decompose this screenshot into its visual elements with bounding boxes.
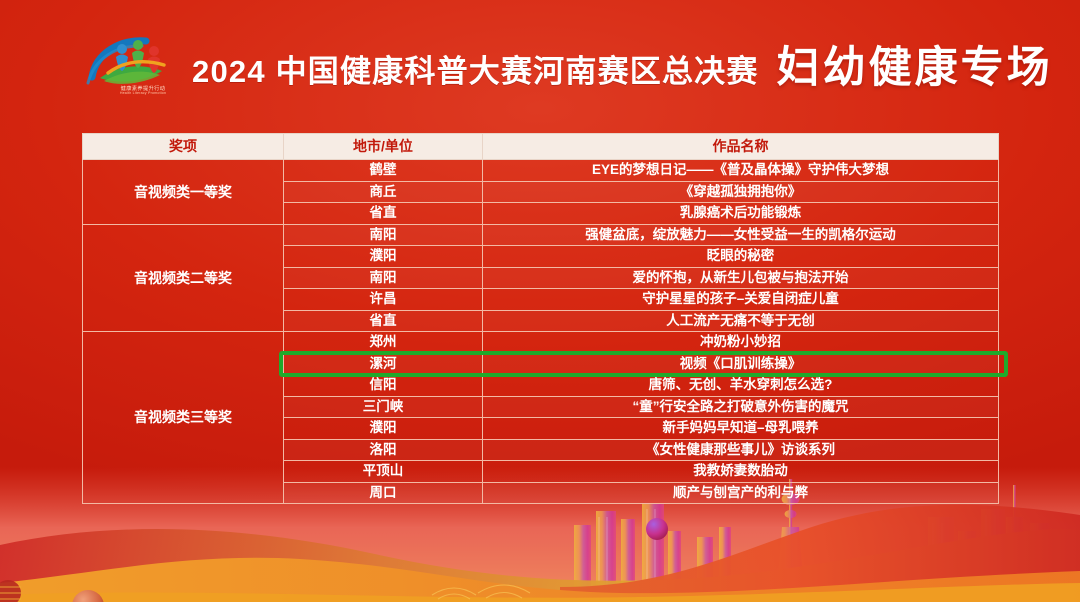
table-row[interactable]: 洛阳 《女性健康那些事儿》访谈系列	[83, 438, 999, 461]
column-header-city: 地市/单位	[283, 133, 483, 160]
city-cell: 商丘	[283, 180, 483, 203]
city-cell: 洛阳	[283, 438, 483, 461]
event-title: 2024 中国健康科普大赛河南赛区总决赛	[192, 54, 759, 89]
health-literacy-promotion-logo: 健康素养提升行动 Health Literacy Promotion	[86, 31, 178, 97]
city-cell: 濮阳	[283, 417, 483, 440]
city-cell: 鹤壁	[283, 159, 483, 182]
work-title-cell: 爱的怀抱，从新生儿包被与抱法开始	[482, 266, 999, 289]
table-row[interactable]: 三门峡 “童”行安全路之打破意外伤害的魔咒	[83, 395, 999, 418]
page-header: 健康素养提升行动 Health Literacy Promotion 2024 …	[0, 0, 1080, 128]
work-title-cell: 乳腺癌术后功能锻炼	[482, 202, 999, 225]
work-title-cell: 唐筛、无创、羊水穿刺怎么选?	[482, 374, 999, 397]
award-category-cell: 音视频类三等奖	[82, 331, 284, 504]
work-title-cell: 《女性健康那些事儿》访谈系列	[482, 438, 999, 461]
city-cell: 郑州	[283, 331, 483, 354]
work-title-cell: 守护星星的孩子–关爱自闭症儿童	[482, 288, 999, 311]
city-cell: 平顶山	[283, 460, 483, 483]
award-table-container: 奖项 地市/单位 作品名称 音视频类一等奖 鹤壁 EYE的梦想日记——《普及晶体操》…	[82, 133, 999, 504]
work-title-cell: 视频《口肌训练操》	[482, 352, 999, 375]
table-row[interactable]: 周口 顺产与刨宫产的利与弊	[83, 481, 999, 504]
city-cell: 许昌	[283, 288, 483, 311]
table-row[interactable]: 濮阳 眨眼的秘密	[83, 245, 999, 268]
column-header-work: 作品名称	[482, 133, 999, 160]
work-title-cell: 《穿越孤独拥抱你》	[482, 180, 999, 203]
award-category-cell: 音视频类二等奖	[82, 223, 284, 332]
table-header-row: 奖项 地市/单位 作品名称	[82, 133, 999, 160]
logo-caption-cn: 健康素养提升行动	[120, 85, 166, 92]
session-title: 妇幼健康专场	[776, 44, 1053, 92]
city-cell: 省直	[283, 309, 483, 332]
work-title-cell: 强健盆底，绽放魅力——女性受益一生的凯格尔运动	[482, 223, 999, 246]
table-row[interactable]: 音视频类二等奖 南阳 强健盆底，绽放魅力——女性受益一生的凯格尔运动	[82, 223, 999, 332]
table-row[interactable]: 商丘 《穿越孤独拥抱你》	[83, 180, 999, 203]
award-category-cell: 音视频类一等奖	[82, 159, 284, 225]
table-row[interactable]: 许昌 守护星星的孩子–关爱自闭症儿童	[83, 288, 999, 311]
city-cell: 南阳	[283, 266, 483, 289]
city-cell: 南阳	[283, 223, 483, 246]
table-body: 音视频类一等奖 鹤壁 EYE的梦想日记——《普及晶体操》守护伟大梦想 商丘 《穿越孤独拥…	[82, 159, 999, 504]
city-cell: 省直	[283, 202, 483, 225]
table-row[interactable]: 南阳 爱的怀抱，从新生儿包被与抱法开始	[83, 266, 999, 289]
city-cell: 三门峡	[283, 395, 483, 418]
title-line: 2024 中国健康科普大赛河南赛区总决赛 妇幼健康专场	[192, 33, 1053, 95]
logo-caption: 健康素养提升行动 Health Literacy Promotion	[108, 85, 178, 96]
work-title-cell: 我教娇妻数胎动	[482, 460, 999, 483]
work-title-cell: “童”行安全路之打破意外伤害的魔咒	[482, 395, 999, 418]
work-title-cell: 人工流产无痛不等于无创	[482, 309, 999, 332]
city-cell: 周口	[283, 481, 483, 504]
table-header: 奖项 地市/单位 作品名称	[82, 133, 999, 160]
table-row[interactable]: 音视频类一等奖 鹤壁 EYE的梦想日记——《普及晶体操》守护伟大梦想	[82, 159, 999, 225]
column-header-award: 奖项	[82, 133, 284, 160]
award-table: 奖项 地市/单位 作品名称 音视频类一等奖 鹤壁 EYE的梦想日记——《普及晶体操》…	[82, 133, 999, 504]
city-cell: 信阳	[283, 374, 483, 397]
work-title-cell: 眨眼的秘密	[482, 245, 999, 268]
city-cell: 漯河	[283, 352, 483, 375]
table-row[interactable]: 音视频类三等奖 郑州 冲奶粉小妙招	[82, 331, 999, 504]
work-title-cell: EYE的梦想日记——《普及晶体操》守护伟大梦想	[482, 159, 999, 182]
work-title-cell: 顺产与刨宫产的利与弊	[482, 481, 999, 504]
city-cell: 濮阳	[283, 245, 483, 268]
work-title-cell: 新手妈妈早知道–母乳喂养	[482, 417, 999, 440]
logo-caption-en: Health Literacy Promotion	[119, 91, 167, 96]
work-title-cell: 冲奶粉小妙招	[482, 331, 999, 354]
